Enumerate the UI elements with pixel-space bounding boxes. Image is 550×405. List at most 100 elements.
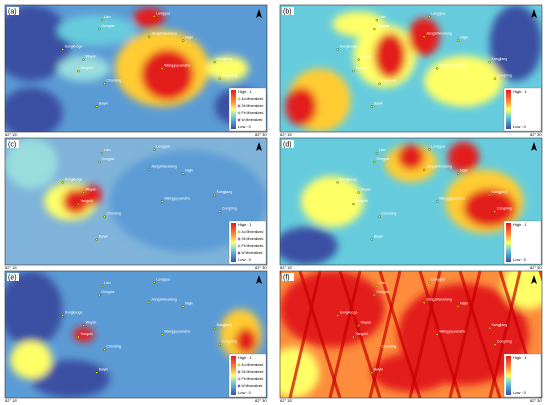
place-name: Longgua xyxy=(431,11,445,15)
anomaly xyxy=(424,55,503,107)
legend-item: Pb Mineralized xyxy=(242,244,264,248)
place-name: Kangjiang xyxy=(492,323,508,327)
coord-label: 82° 30' xyxy=(530,132,543,137)
place-marker xyxy=(436,67,439,70)
place-marker xyxy=(373,27,376,31)
map-frame xyxy=(4,4,268,133)
legend-high: High : 1 xyxy=(513,89,528,94)
place-marker xyxy=(77,335,80,339)
place-marker xyxy=(493,210,496,213)
map-panel: (c) Lian Longgua Gongxia Jiangzhiwuxiang Naji… xyxy=(4,137,268,270)
place-name: Lian xyxy=(379,15,386,19)
place-name: Gongxia xyxy=(101,290,114,294)
place-marker xyxy=(82,191,85,194)
place-name: Chunsing xyxy=(107,212,122,216)
panel-label: (b) xyxy=(283,8,292,15)
place-name: Chunsing xyxy=(382,212,397,216)
legend-item: Sb Mineralized xyxy=(242,370,264,374)
place-name: Chunsing xyxy=(382,345,397,349)
map-panel: (f) Lian Longgua Gongxia Jiangzhiwuxiang Naji… xyxy=(279,270,543,403)
anomaly xyxy=(5,138,58,189)
place-name: Songkuogo xyxy=(65,44,83,48)
legend-symbol xyxy=(237,237,241,241)
place-marker xyxy=(336,181,339,184)
place-name: Yangzhi xyxy=(80,332,93,336)
place-name: Jiangzhiwuxiang xyxy=(426,32,452,36)
place-marker xyxy=(161,333,164,336)
heatmap xyxy=(5,138,267,265)
map-panel: (e) Lian Longgua Gongxia Jiangzhiwuxiang Naji… xyxy=(4,270,268,403)
place-name: Wangguyuanzhu xyxy=(439,196,465,200)
place-name: Baiyin xyxy=(374,235,384,239)
place-marker xyxy=(488,326,491,330)
coord-label: 82° 30' xyxy=(255,132,268,137)
anomaly xyxy=(57,55,110,82)
blobs xyxy=(5,271,262,398)
anomaly xyxy=(73,326,95,343)
legend-item: Au Mineralized xyxy=(242,230,264,234)
place-name: Lian xyxy=(379,281,386,285)
north-arrow xyxy=(256,275,262,284)
place-marker xyxy=(422,301,426,304)
legend-item: W Mineralized xyxy=(242,118,263,122)
anomaly xyxy=(10,340,53,379)
fault-line xyxy=(488,271,522,398)
anomaly xyxy=(206,55,249,82)
place-marker xyxy=(82,58,85,61)
place-marker xyxy=(336,314,339,317)
fault-line xyxy=(448,271,482,398)
legend-low: Low : 0 xyxy=(513,257,527,262)
place-marker xyxy=(370,371,373,374)
place-name: Wangguyuanzhu xyxy=(164,63,190,67)
place-marker xyxy=(82,324,85,327)
place-marker xyxy=(61,314,64,317)
place-marker xyxy=(375,152,379,155)
place-name: Songkuogo xyxy=(340,177,358,181)
place-name: Chunsing xyxy=(107,79,122,83)
label-bg xyxy=(7,273,19,281)
place-name: Yangzhi xyxy=(80,66,93,70)
place-name: Baiyin xyxy=(99,235,109,239)
place-name: Congbing xyxy=(222,74,237,78)
place-name: Najin xyxy=(460,168,468,172)
legend-symbol xyxy=(237,384,241,388)
place-name: Gongxia xyxy=(101,24,114,28)
place-marker xyxy=(147,301,151,304)
anomaly xyxy=(57,15,137,46)
coord-label: 82° 15' xyxy=(5,265,18,270)
place-marker xyxy=(182,39,185,42)
north-arrow xyxy=(256,142,262,151)
label-bg xyxy=(7,7,19,15)
fault-line xyxy=(418,271,462,398)
place-marker xyxy=(370,105,373,108)
heatmap xyxy=(280,271,542,398)
place-marker xyxy=(100,19,104,22)
coord-label: 82° 30' xyxy=(255,265,268,270)
legend-symbol xyxy=(237,251,241,255)
place-name: Lian xyxy=(379,148,386,152)
place-marker xyxy=(375,285,379,288)
anomaly xyxy=(300,176,364,227)
place-name: Wayan xyxy=(86,188,97,192)
place-name: Wayan xyxy=(86,55,97,59)
legend-high: High : 1 xyxy=(238,355,253,360)
place-marker xyxy=(422,168,426,171)
anomaly xyxy=(5,5,71,82)
place-name: Gongxia xyxy=(101,157,114,161)
anomaly xyxy=(80,184,102,206)
legend-symbol xyxy=(237,244,241,248)
place-name: Lian xyxy=(104,148,111,152)
place-name: Jiangzhiwuxiang xyxy=(151,32,177,36)
legend-item: W Mineralized xyxy=(242,384,263,388)
north-arrow xyxy=(531,142,537,151)
place-name: Wayan xyxy=(361,55,372,59)
heatmap xyxy=(280,5,542,132)
place-name: Gongxia xyxy=(376,24,389,28)
fault-line xyxy=(408,271,442,398)
place-marker xyxy=(352,335,355,339)
place-marker xyxy=(488,61,491,64)
place-name: Najin xyxy=(460,301,468,305)
blobs xyxy=(285,5,542,132)
anomaly xyxy=(397,144,425,170)
anomaly xyxy=(141,49,194,101)
